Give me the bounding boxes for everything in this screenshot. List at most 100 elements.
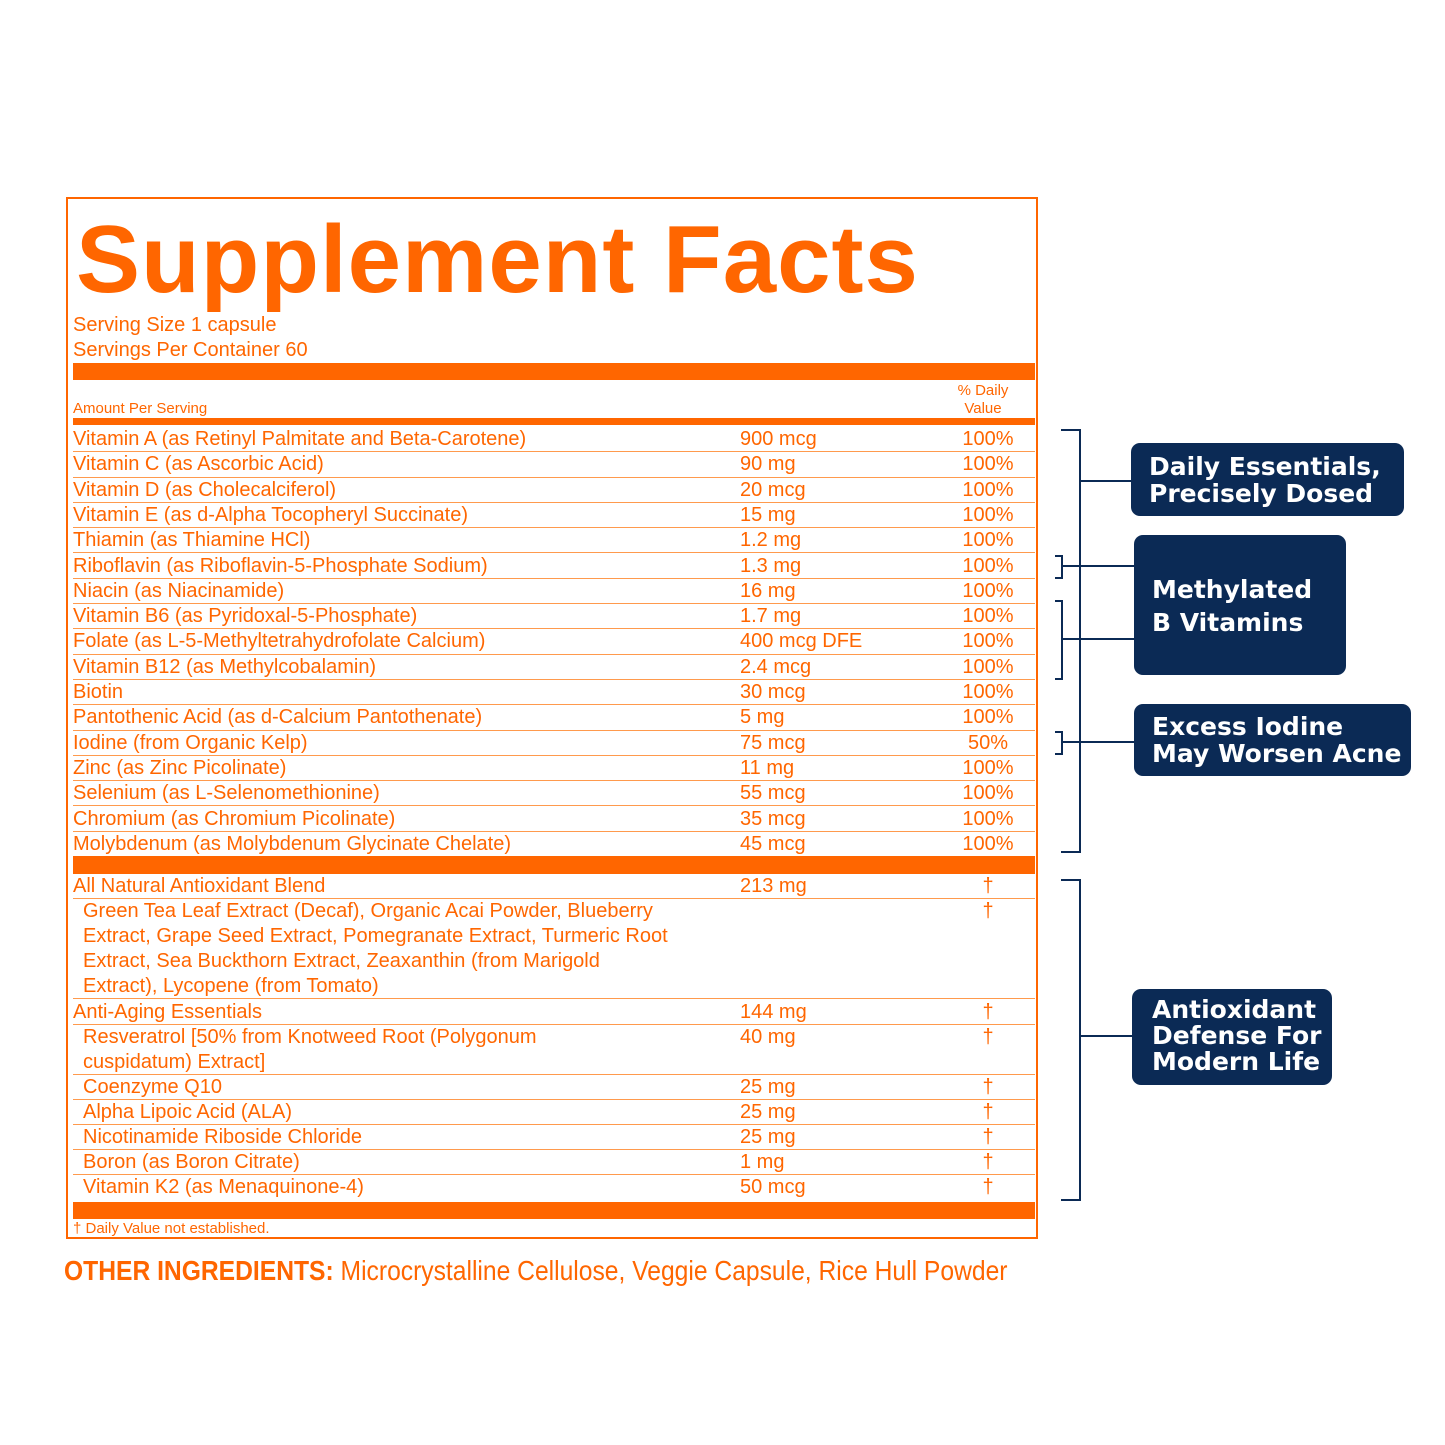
nutrient-name: Vitamin D (as Cholecalciferol)	[73, 478, 337, 501]
nutrient-amount: 35 mcg	[740, 807, 806, 830]
blend-row: Alpha Lipoic Acid (ALA) 25 mg †	[73, 1100, 1035, 1125]
callout-line: B Vitamins	[1152, 608, 1304, 637]
blend-amount: 213 mg	[740, 875, 807, 897]
divider-thick-bottom	[73, 1202, 1035, 1219]
blend-name: Boron (as Boron Citrate)	[83, 1150, 300, 1175]
blend-daily-value: †	[982, 1151, 994, 1174]
nutrient-amount: 1.2 mg	[740, 529, 802, 552]
nutrient-row: Niacin (as Niacinamide) 16 mg 100%	[73, 579, 1035, 605]
nutrient-row: Pantothenic Acid (as d-Calcium Pantothen…	[73, 705, 1035, 731]
blend-name-line: Extract, Sea Buckthorn Extract, Zeaxanth…	[83, 950, 600, 973]
nutrient-daily-value: 100%	[962, 605, 1014, 628]
nutrient-daily-value: 50%	[967, 731, 1009, 754]
blend-amount: 25 mg	[740, 1126, 796, 1148]
nutrient-daily-value: 100%	[962, 832, 1014, 855]
blend-amount: 25 mg	[740, 1100, 796, 1123]
blend-daily-value: †	[982, 875, 994, 897]
nutrient-daily-value: 100%	[962, 706, 1014, 729]
nutrient-name: Vitamin E (as d-Alpha Tocopheryl Succina…	[73, 503, 469, 526]
connector-riboflavin	[1062, 565, 1134, 567]
nutrient-amount: 15 mg	[740, 503, 796, 526]
bracket-antioxidant	[1061, 879, 1081, 1201]
blend-name: Coenzyme Q10	[83, 1075, 222, 1100]
blend-row: Boron (as Boron Citrate) 1 mg †	[73, 1150, 1035, 1176]
nutrient-amount: 75 mcg	[740, 731, 806, 754]
blend-amount: 40 mg	[740, 1025, 796, 1048]
blend-name-line: All Natural Antioxidant Blend	[73, 875, 326, 897]
connector-antioxidant	[1081, 1035, 1133, 1037]
blend-name-line: Green Tea Leaf Extract (Decaf), Organic …	[83, 900, 653, 923]
nutrient-daily-value: 100%	[962, 503, 1014, 526]
connector-iodine	[1062, 741, 1134, 743]
callout-line: Antioxidant	[1152, 995, 1317, 1024]
nutrient-row: Molybdenum (as Molybdenum Glycinate Chel…	[73, 832, 1035, 857]
blend-name: All Natural Antioxidant Blend	[73, 874, 325, 899]
nutrient-name: Niacin (as Niacinamide)	[73, 579, 285, 602]
bracket-iodine	[1055, 731, 1063, 755]
blend-amount: 1 mg	[740, 1151, 785, 1174]
callout-antioxidant-defense: Antioxidant Defense For Modern Life	[1132, 989, 1332, 1085]
nutrient-row: Folate (as L-5-Methyltetrahydrofolate Ca…	[73, 629, 1035, 655]
bracket-daily-essentials	[1061, 429, 1081, 853]
blend-name-line: Nicotinamide Riboside Chloride	[83, 1126, 363, 1148]
callout-line: Daily Essentials,	[1149, 452, 1381, 481]
divider-medium	[73, 418, 1035, 425]
nutrient-name: Vitamin C (as Ascorbic Acid)	[73, 453, 324, 476]
bracket-riboflavin	[1055, 555, 1063, 579]
blend-daily-value: †	[982, 1176, 994, 1199]
other-ingredients-text: Microcrystalline Cellulose, Veggie Capsu…	[333, 1255, 1008, 1286]
callout-line: May Worsen Acne	[1152, 739, 1402, 768]
blend-name-line: cuspidatum) Extract]	[83, 1050, 266, 1073]
callout-line: Modern Life	[1152, 1047, 1321, 1076]
nutrient-row: Chromium (as Chromium Picolinate) 35 mcg 1…	[73, 807, 1035, 832]
blend-row: Coenzyme Q10 25 mg †	[73, 1075, 1035, 1100]
nutrient-name: Zinc (as Zinc Picolinate)	[73, 756, 287, 779]
callout-daily-essentials: Daily Essentials, Precisely Dosed	[1131, 443, 1404, 516]
blend-name-line: Extract), Lycopene (from Tomato)	[83, 975, 379, 998]
nutrient-daily-value: 100%	[962, 579, 1014, 602]
nutrient-amount: 30 mcg	[740, 681, 806, 703]
nutrient-amount: 45 mcg	[740, 832, 806, 855]
blend-daily-value: †	[982, 1075, 994, 1098]
blend-name-line: Resveratrol [50% from Knotweed Root (Pol…	[83, 1025, 537, 1048]
callout-line: Precisely Dosed	[1149, 479, 1374, 508]
nutrient-row: Vitamin B12 (as Methylcobalamin) 2.4 mcg 1…	[73, 655, 1035, 680]
blend-name: Alpha Lipoic Acid (ALA)	[83, 1100, 292, 1125]
connector-b6-b12	[1062, 638, 1134, 640]
blend-daily-value: †	[982, 1100, 994, 1123]
nutrient-row: Zinc (as Zinc Picolinate) 11 mg 100%	[73, 756, 1035, 782]
nutrient-amount: 11 mg	[740, 756, 795, 779]
nutrient-name: Molybdenum (as Molybdenum Glycinate Chel…	[73, 832, 511, 855]
divider-thick-top	[73, 363, 1035, 380]
nutrient-daily-value: 100%	[962, 807, 1014, 830]
nutrient-amount: 16 mg	[740, 579, 796, 602]
blend-amount: 50 mcg	[740, 1176, 806, 1199]
blend-amount: 25 mg	[740, 1075, 796, 1098]
blend-name-line: Alpha Lipoic Acid (ALA)	[83, 1100, 293, 1123]
nutrient-row: Vitamin B6 (as Pyridoxal-5-Phosphate) 1.7…	[73, 604, 1035, 630]
nutrient-row: Riboflavin (as Riboflavin-5-Phosphate So…	[73, 554, 1035, 579]
nutrient-daily-value: 100%	[962, 681, 1014, 703]
divider-thick-middle	[73, 856, 1035, 874]
nutrient-amount: 1.3 mg	[740, 554, 802, 577]
blend-amount: 144 mg	[740, 1000, 807, 1023]
nutrient-name: Iodine (from Organic Kelp)	[73, 731, 308, 754]
nutrient-amount: 900 mcg	[740, 428, 817, 450]
nutrient-amount: 1.7 mg	[740, 605, 802, 628]
nutrient-name: Pantothenic Acid (as d-Calcium Pantothen…	[73, 706, 483, 729]
nutrient-daily-value: 100%	[962, 554, 1014, 577]
callout-line: Defense For	[1152, 1021, 1322, 1050]
nutrient-name: Vitamin B12 (as Methylcobalamin)	[73, 655, 377, 678]
nutrient-name: Vitamin A (as Retinyl Palmitate and Beta…	[73, 428, 527, 450]
footnote: † Daily Value not established.	[73, 1220, 270, 1237]
blend-row: Nicotinamide Riboside Chloride 25 mg †	[73, 1125, 1035, 1151]
amount-per-serving-header: Amount Per Serving	[73, 400, 208, 417]
nutrient-daily-value: 100%	[962, 782, 1014, 805]
nutrient-row: Biotin 30 mcg 100%	[73, 680, 1035, 706]
other-ingredients: OTHER INGREDIENTS: Microcrystalline Cell…	[64, 1255, 1007, 1287]
daily-value-header-line2: Value	[964, 400, 1002, 417]
blend-name-line: Coenzyme Q10	[83, 1075, 222, 1098]
blend-name-line: Vitamin K2 (as Menaquinone-4)	[83, 1176, 364, 1199]
nutrient-daily-value: 100%	[962, 756, 1014, 779]
nutrient-daily-value: 100%	[962, 428, 1014, 450]
